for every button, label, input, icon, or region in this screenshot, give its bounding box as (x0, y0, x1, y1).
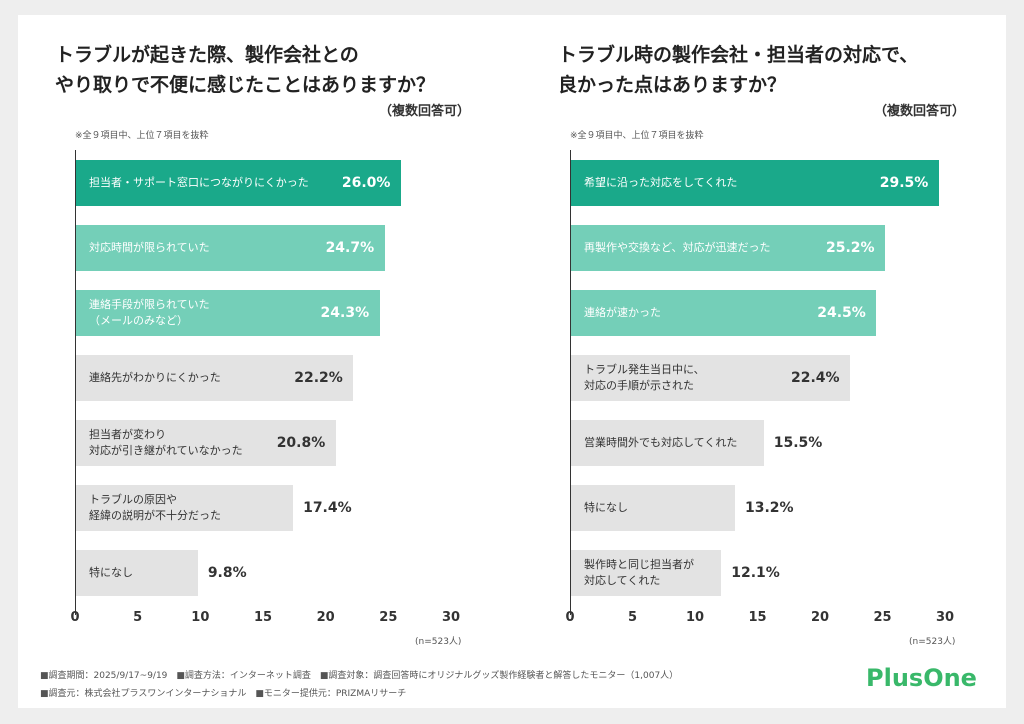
x-tick-label: 20 (316, 610, 335, 625)
value-label: 22.4% (791, 370, 840, 386)
value-label: 22.2% (294, 370, 343, 386)
chart-title: トラブル時の製作会社・担当者の対応で、 (558, 44, 919, 66)
category-label: 希望に沿った対応をしてくれた (584, 176, 738, 189)
bar (75, 290, 380, 336)
category-label: 連絡が速かった (584, 306, 661, 319)
chart-note: ※全９項目中、上位７項目を抜粋 (570, 131, 704, 141)
category-label: 製作時と同じ担当者が 対応してくれた (584, 558, 694, 587)
value-label: 17.4% (303, 500, 352, 516)
bar (570, 355, 850, 401)
bar (75, 420, 336, 466)
x-tick-label: 20 (810, 610, 830, 625)
bar (570, 225, 885, 271)
value-label: 29.5% (879, 175, 929, 191)
x-tick-label: 5 (133, 610, 143, 625)
chart-title: トラブルが起きた際、製作会社との (55, 44, 359, 66)
x-tick-label: 0 (565, 610, 575, 625)
x-tick-label: 10 (191, 610, 210, 625)
x-tick-label: 15 (253, 610, 273, 625)
x-tick-label: 10 (685, 610, 705, 625)
category-label: トラブル発生当日中に、 対応の手順が示された (584, 363, 705, 392)
x-tick-label: 25 (379, 610, 398, 625)
chart-note: ※全９項目中、上位７項目を抜粋 (75, 131, 209, 141)
value-label: 9.8% (207, 565, 247, 581)
bar (75, 355, 354, 401)
value-label: 24.7% (325, 240, 375, 256)
value-label: 26.0% (341, 175, 391, 191)
x-tick-label: 0 (70, 610, 80, 625)
x-tick-label: 30 (441, 610, 461, 625)
bar (75, 485, 294, 531)
y-axis-line (570, 150, 571, 615)
bar (75, 225, 385, 271)
category-label: 特になし (89, 566, 133, 579)
chart-title: 良かった点はありますか？ (558, 74, 787, 96)
category-label: トラブルの原因や 経緯の説明が不十分だった (89, 493, 221, 522)
chart-subtitle: （複数回答可） (873, 104, 965, 119)
chart-title: やり取りで不便に感じたことはありますか？ (55, 74, 436, 96)
sample-size: (n=523人) (415, 637, 462, 647)
value-label: 24.3% (320, 305, 370, 321)
x-tick-label: 5 (627, 610, 638, 625)
bar (570, 550, 722, 596)
value-label: 20.8% (276, 435, 326, 451)
footer-line: ■調査期間：2025/9/17~9/19 ■調査方法：インターネット調査 ■調査… (40, 671, 679, 681)
value-label: 12.1% (731, 565, 780, 581)
logo: PlusOne (866, 664, 977, 692)
footer-line: ■調査元：株式会社プラスワンインターナショナル ■モニター提供元：PRIZMAリ… (40, 689, 407, 699)
value-label: 15.5% (773, 435, 823, 451)
chart-subtitle: （複数回答可） (378, 104, 470, 119)
category-label: 対応時間が限られていた (89, 241, 210, 254)
bar (75, 160, 401, 206)
bar (570, 420, 764, 466)
category-label: 連絡先がわかりにくかった (89, 371, 221, 384)
category-label: 担当者が変わり 対応が引き継がれていなかった (89, 428, 243, 457)
x-tick-label: 15 (748, 610, 767, 625)
sample-size: (n=523人) (909, 637, 956, 647)
category-label: 営業時間外でも対応してくれた (584, 436, 738, 449)
bar (570, 485, 735, 531)
bar (570, 160, 939, 206)
x-tick-label: 30 (935, 610, 955, 625)
category-label: 特になし (584, 501, 628, 514)
category-label: 担当者・サポート窓口につながりにくかった (89, 176, 309, 189)
category-label: 連絡手段が限られていた （メールのみなど） (89, 298, 210, 327)
category-label: 再製作や交換など、対応が迅速だった (584, 241, 771, 254)
x-tick-label: 25 (873, 610, 892, 625)
value-label: 24.5% (817, 305, 866, 321)
y-axis-line (75, 150, 76, 615)
value-label: 25.2% (826, 240, 875, 256)
bar (75, 550, 198, 596)
bar (570, 290, 877, 336)
value-label: 13.2% (745, 500, 794, 516)
